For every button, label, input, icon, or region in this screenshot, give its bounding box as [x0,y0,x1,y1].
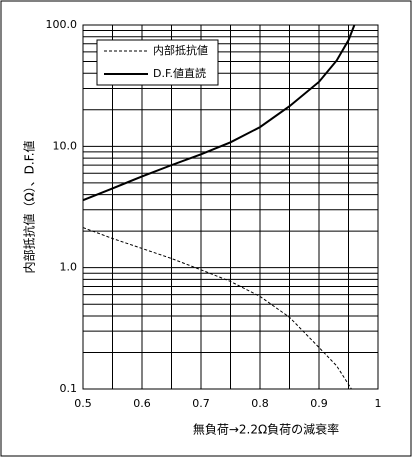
y-tick-label: 1.0 [60,261,78,274]
x-tick-label: 0.9 [310,397,328,410]
x-tick-label: 0.8 [251,397,269,410]
x-tick-label: 1 [375,397,382,410]
legend-label: 内部抵抗値 [153,43,208,57]
y-tick-label: 0.1 [60,382,78,395]
y-tick-label: 100.0 [46,18,78,31]
legend-box [96,39,219,86]
x-tick-label: 0.7 [192,397,210,410]
y-axis-label: 内部抵抗値（Ω）、D.F.値 [22,140,37,273]
y-tick-label: 10.0 [53,139,78,152]
series-line [82,24,356,202]
x-tick-label: 0.6 [133,397,151,410]
x-tick-label: 0.5 [74,397,92,410]
x-axis-label: 無負荷→2.2Ω負荷の減衰率 [193,422,339,437]
legend-label: D.F.値直読 [153,66,206,80]
series-line [82,227,352,390]
